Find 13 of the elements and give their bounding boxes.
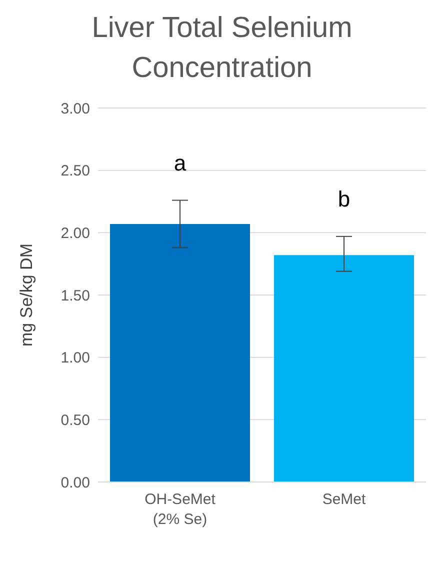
y-tick-label: 0.50 <box>60 412 90 429</box>
x-tick-label: OH-SeMet (2% Se) <box>144 491 216 528</box>
annotation: b <box>338 186 350 212</box>
y-tick-label: 1.50 <box>60 287 90 304</box>
y-tick-label: 3.00 <box>60 100 90 118</box>
y-tick-label: 2.50 <box>60 162 90 180</box>
chart-title: Liver Total Selenium Concentration <box>90 11 354 86</box>
y-axis-title: mg Se/kg DM <box>17 244 36 346</box>
y-tick-label: 2.00 <box>60 224 90 242</box>
y-tick-label: 0.00 <box>60 474 90 492</box>
y-tick-label: 1.00 <box>60 350 90 367</box>
annotation: a <box>174 150 187 176</box>
x-tick-label: SeMet <box>322 491 367 508</box>
